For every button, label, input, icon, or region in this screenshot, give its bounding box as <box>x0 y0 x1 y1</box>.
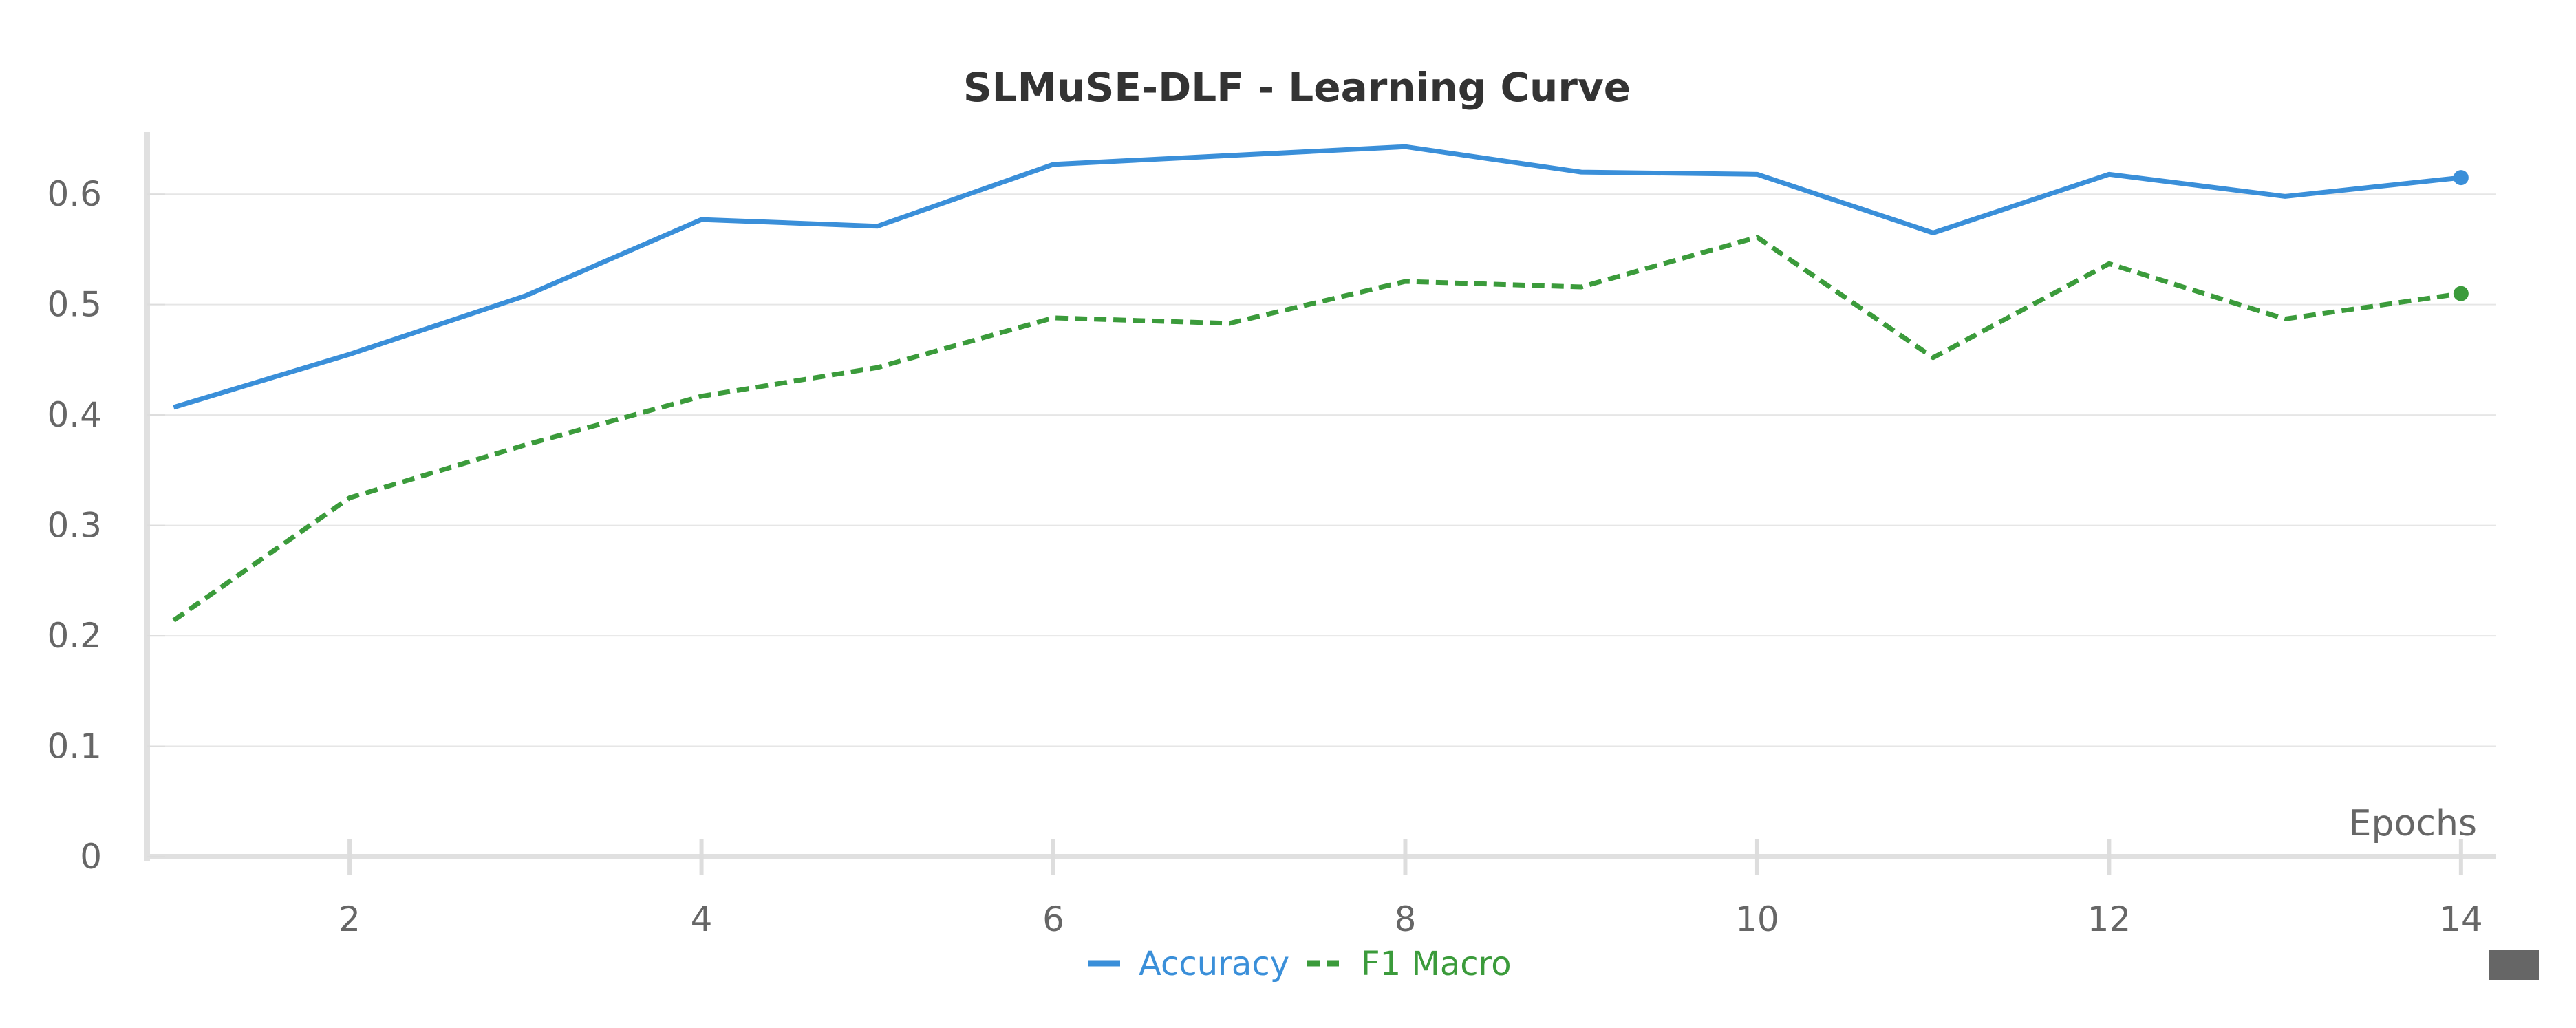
x-tick-label: 2 <box>339 899 361 939</box>
y-tick-label: 0.2 <box>47 616 102 656</box>
x-tick-label: 14 <box>2439 899 2483 939</box>
legend-label: F1 Macro <box>1361 945 1512 983</box>
y-tick-label: 0 <box>80 837 102 877</box>
series-line-1 <box>172 235 2462 623</box>
y-tick-label: 0.3 <box>47 506 102 546</box>
y-axis-ticks: 0 0.1 0.2 0.3 0.4 0.5 0.6 <box>47 174 165 877</box>
series-lines <box>172 144 2469 623</box>
series-line-0 <box>173 144 2462 410</box>
legend-item[interactable]: Accuracy <box>1088 945 1289 983</box>
x-tick-label: 6 <box>1042 899 1064 939</box>
menu-handle[interactable] <box>2489 950 2539 980</box>
x-tick-label: 12 <box>2087 899 2132 939</box>
series-end-marker <box>2453 170 2469 186</box>
x-axis-ticks: 2 4 6 8 10 12 14 <box>339 839 2483 939</box>
x-tick-label: 10 <box>1735 899 1779 939</box>
y-tick-label: 0.5 <box>47 285 102 325</box>
y-tick-label: 0.4 <box>47 395 102 435</box>
legend-label: Accuracy <box>1139 945 1289 983</box>
x-tick-label: 8 <box>1395 899 1417 939</box>
axes <box>144 132 2496 861</box>
x-tick-label: 4 <box>691 899 713 939</box>
y-tick-label: 0.1 <box>47 727 102 767</box>
legend-item[interactable]: F1 Macro <box>1307 945 1512 983</box>
grid-lines <box>147 193 2496 747</box>
y-tick-label: 0.6 <box>47 174 102 214</box>
x-axis-label: Epochs <box>2349 803 2477 844</box>
legend[interactable]: Accuracy F1 Macro <box>1088 945 1512 983</box>
series-end-marker <box>2453 286 2469 301</box>
chart-title: SLMuSE-DLF - Learning Curve <box>963 64 1631 111</box>
